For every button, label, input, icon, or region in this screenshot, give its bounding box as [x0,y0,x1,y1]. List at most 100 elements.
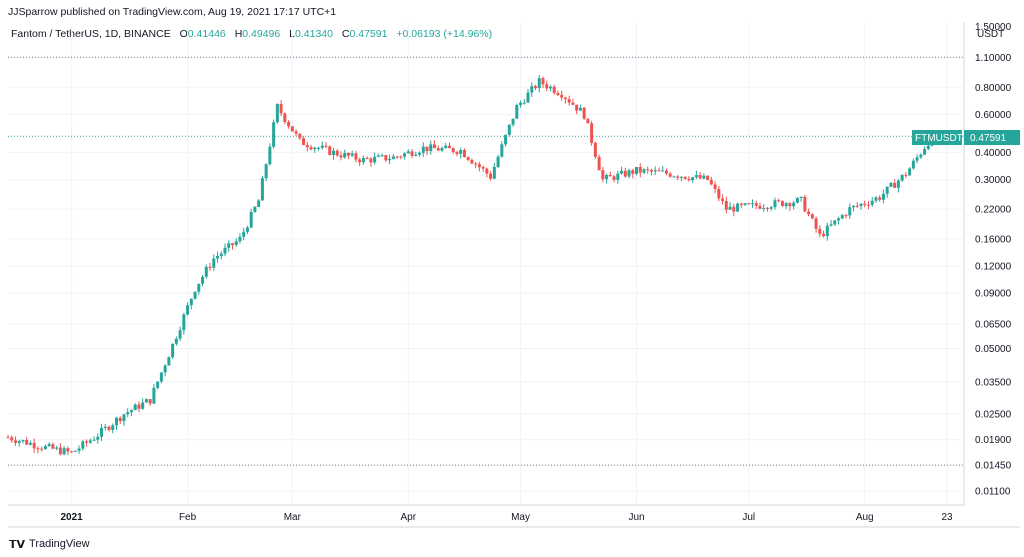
candle-body [545,84,549,89]
candle-body [58,447,62,455]
candle-body [328,146,332,155]
candle-body [893,182,897,188]
time-tick-label: Apr [401,512,417,523]
candle-body [837,218,841,221]
open-value: 0.41446 [187,28,226,40]
candle-body [395,156,399,158]
candle-body [283,113,287,123]
candle-body [590,123,594,143]
candle-body [126,412,130,415]
candle-body [403,153,407,157]
candle-body [515,104,519,119]
candle-body [174,338,178,344]
candle-body [73,450,77,452]
candle-body [919,154,923,158]
candle-body [189,298,193,306]
candle-body [485,168,489,174]
candle-body [167,357,171,366]
candle-body [758,205,762,209]
candle-body [242,231,246,237]
candle-body [481,167,485,169]
candle-body [440,148,444,151]
candle-body [92,439,96,441]
candle-body [204,266,208,277]
price-tick-label: 0.05000 [975,344,1012,355]
symbol-title[interactable]: Fantom / TetherUS, 1D, BINANCE [11,28,171,40]
candle-body [414,154,418,156]
candle-body [197,283,201,292]
candle-body [238,236,242,242]
candle-body [833,220,837,225]
candle-body [186,305,190,315]
candle-body [829,224,833,226]
unit-label: USDT [977,29,1004,40]
price-tick-label: 0.01900 [975,435,1012,446]
candle-body [216,256,220,259]
candle-body [736,203,740,212]
candle-body [859,203,863,206]
close-value: 0.47591 [349,28,388,40]
candle-body [638,166,642,173]
candle-body [792,202,796,207]
candle-body [290,126,294,132]
candle-body [85,441,89,443]
candle-body [227,243,231,248]
candle-body [384,155,388,161]
candle-body [750,203,754,205]
brand-name[interactable]: TradingView [29,538,90,550]
candle-body [429,144,433,152]
candle-body [649,169,653,172]
candle-body [418,152,422,155]
candle-body [885,186,889,194]
candle-body [32,442,36,449]
candle-body [410,151,414,156]
candle-body [537,78,541,89]
candle-body [294,131,298,134]
candle-body [915,157,919,161]
candle-body [627,170,631,177]
high-label: H [234,28,243,40]
candle-body [668,173,672,177]
candle-body [635,166,639,174]
price-tick-label: 0.09000 [975,289,1012,300]
price-tick-label: 0.80000 [975,83,1012,94]
symbol-legend: Fantom / TetherUS, 1D, BINANCE O0.41446 … [11,28,492,40]
candle-body [380,155,384,157]
low-value: 0.41340 [295,28,333,40]
candle-body [331,150,335,155]
candle-body [874,197,878,201]
candle-body [193,291,197,299]
candle-body [687,178,691,181]
candle-body [519,102,523,105]
candle-body [765,207,769,209]
last-price-tag: FTMUSDT 0.47591 [912,130,1020,145]
price-tick-label: 0.03500 [975,378,1012,389]
time-tick-label: Jun [628,512,644,523]
tradingview-logo-icon[interactable]: 𝗧𝗩 [9,538,26,551]
close-label: C [341,28,350,40]
candle-body [754,203,758,206]
candle-body [923,149,927,155]
candle-body [500,144,504,157]
candle-body [676,176,680,178]
candle-body [582,107,586,119]
candle-body [320,145,324,148]
candle-body [605,174,609,180]
price-tick-label: 0.60000 [975,110,1012,121]
price-axis[interactable]: 1.10000 0.80000 0.60000 0.40000 0.30000 0.220… [975,53,1012,498]
time-axis[interactable]: 2021 Feb Mar Apr May Jun Jul Aug 23 [60,512,953,523]
candle-body [683,176,687,179]
ticker-tag: FTMUSDT [915,133,963,144]
candle-body [620,170,624,174]
candle-body [152,387,156,404]
candle-body [470,159,474,164]
candle-body [10,437,14,441]
candle-body [743,203,747,205]
candle-body [358,159,362,163]
candle-body [279,104,283,114]
candle-body [623,170,627,177]
candle-body [268,146,272,165]
candle-body [28,442,32,445]
candle-body [391,156,395,160]
